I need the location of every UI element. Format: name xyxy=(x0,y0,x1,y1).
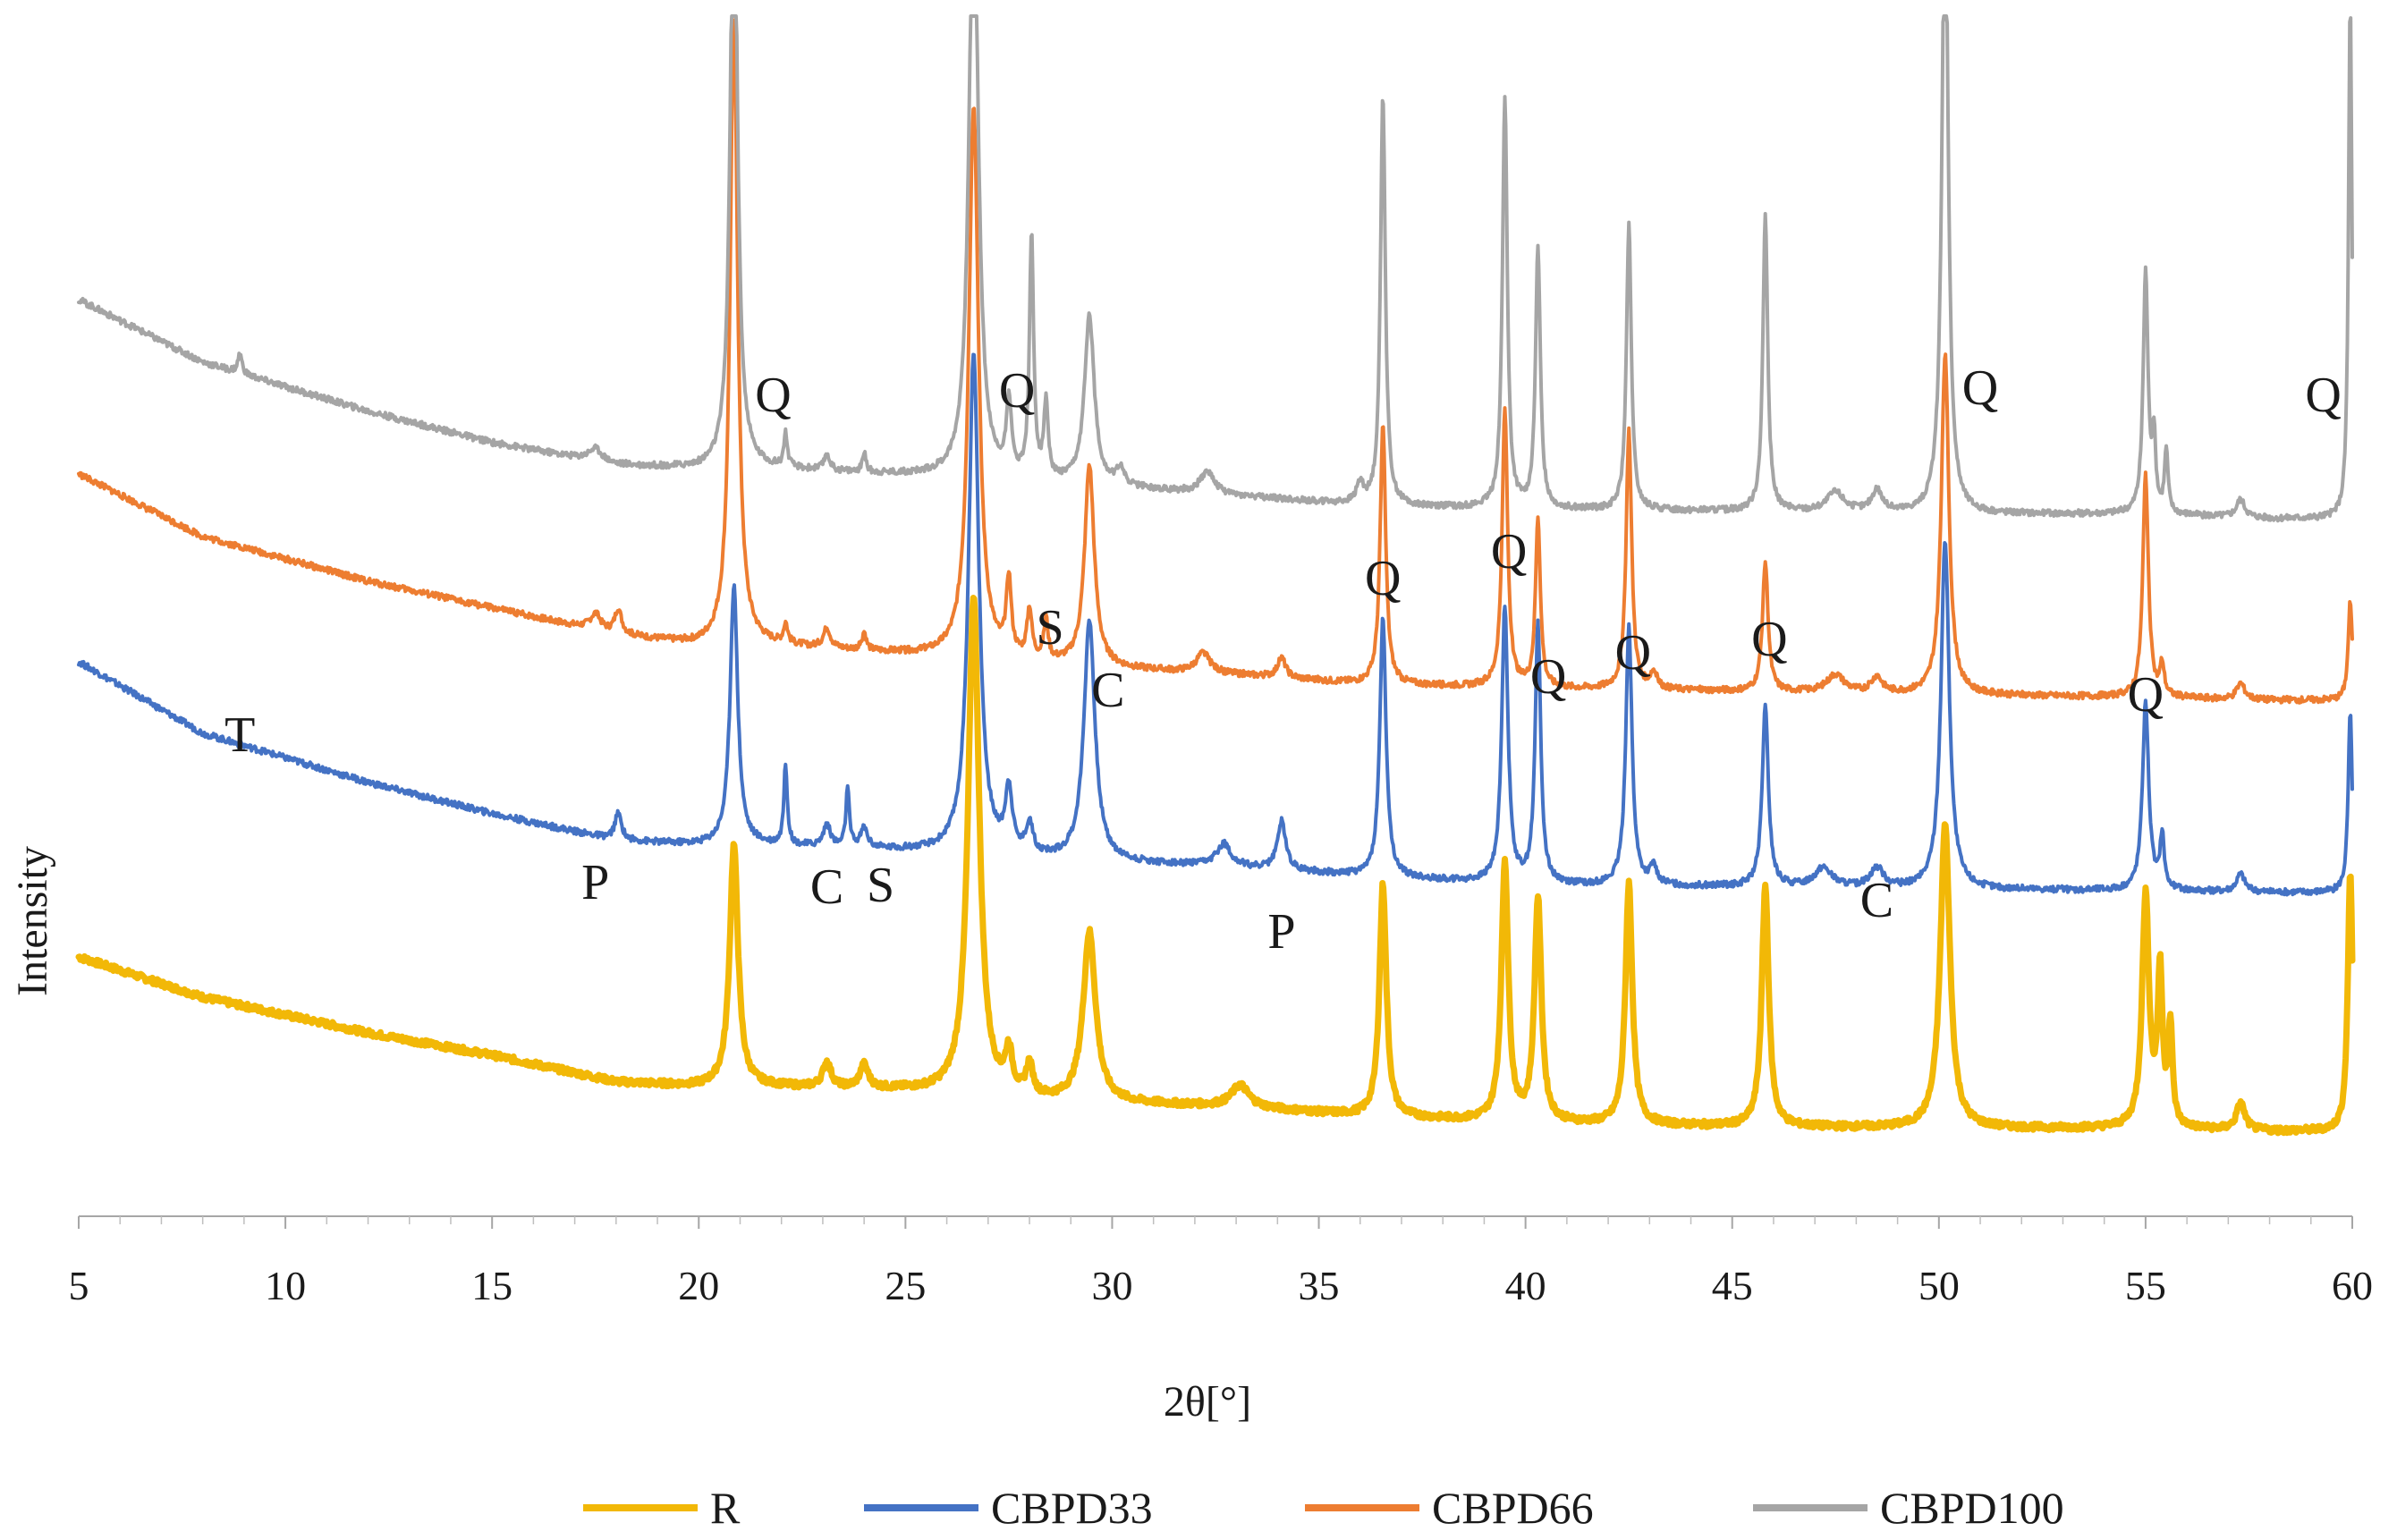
x-tick-label: 45 xyxy=(1712,1263,1753,1308)
x-tick-label: 10 xyxy=(265,1263,306,1308)
peak-label: Q xyxy=(1751,612,1787,667)
x-tick-label: 60 xyxy=(2332,1263,2373,1308)
series-line-cbpd100 xyxy=(77,14,2354,523)
legend-label-cbpd33: CBPD33 xyxy=(991,1483,1153,1533)
peak-label: T xyxy=(224,707,255,763)
x-tick-label: 30 xyxy=(1091,1263,1132,1308)
peak-label: C xyxy=(1091,663,1124,718)
peak-label: P xyxy=(1267,904,1295,960)
x-tick-label: 50 xyxy=(1918,1263,1960,1308)
peak-label: Q xyxy=(1530,649,1566,705)
peak-label: S xyxy=(1037,600,1064,656)
peak-label: Q xyxy=(999,363,1035,419)
peak-label: P xyxy=(581,855,609,910)
peak-label: Q xyxy=(1491,524,1527,580)
peak-label: S xyxy=(867,858,894,913)
peak-label: Q xyxy=(1962,360,1998,416)
peak-label: C xyxy=(810,859,843,915)
x-axis: 5 10 15 20 25 30 35 40 45 50 55 60 xyxy=(69,1215,2373,1308)
x-axis-title: 2θ[°] xyxy=(1164,1378,1251,1426)
x-tick-label: 40 xyxy=(1505,1263,1546,1308)
peak-label: Q xyxy=(2305,368,2341,423)
legend-label-cbpd66: CBPD66 xyxy=(1432,1483,1594,1533)
series-line-cbpd33 xyxy=(77,352,2354,897)
series-line-cbpd66 xyxy=(77,18,2354,705)
x-tick-label: 55 xyxy=(2125,1263,2166,1308)
y-axis-title: Intensity xyxy=(9,846,56,996)
legend-label-r: R xyxy=(710,1483,741,1533)
peak-label: Q xyxy=(1615,625,1651,681)
x-tick-label: 5 xyxy=(69,1263,89,1308)
x-tick-label: 20 xyxy=(678,1263,719,1308)
x-tick-label: 35 xyxy=(1299,1263,1340,1308)
peak-label: Q xyxy=(2128,667,2164,723)
x-tick-label: 25 xyxy=(885,1263,926,1308)
legend-label-cbpd100: CBPD100 xyxy=(1880,1483,2064,1533)
peak-label: Q xyxy=(755,368,791,423)
peak-label: C xyxy=(1860,873,1893,928)
x-tick-label: 15 xyxy=(471,1263,512,1308)
peak-label: Q xyxy=(1365,551,1401,606)
series-layer xyxy=(75,14,2356,1137)
legend: R CBPD33 CBPD66 CBPD100 xyxy=(583,1483,2064,1533)
series-line-r xyxy=(75,595,2356,1137)
